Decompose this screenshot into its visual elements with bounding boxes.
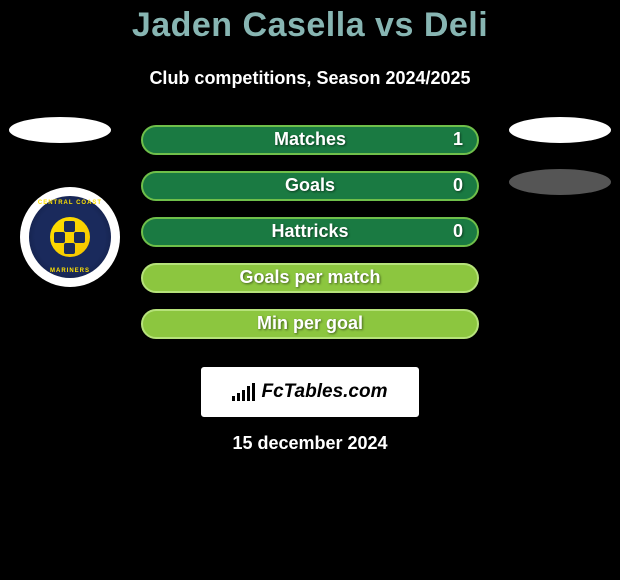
page-title: Jaden Casella vs Deli	[0, 6, 620, 45]
branding-label: FcTables.com	[261, 381, 387, 403]
stat-value-right: 1	[453, 129, 463, 150]
comparison-infographic: Jaden Casella vs Deli Club competitions,…	[0, 6, 620, 580]
stat-label: Goals	[285, 175, 335, 196]
stats-area: CENTRAL COAST MARINERS Matches1Goals0Hat…	[0, 117, 620, 347]
stat-pill: Min per goal	[141, 309, 479, 339]
chart-bars-icon	[232, 383, 255, 401]
stat-label: Goals per match	[239, 267, 380, 288]
stat-pill: Hattricks 0	[141, 217, 479, 247]
branding-box[interactable]: FcTables.com	[201, 367, 419, 417]
subtitle: Club competitions, Season 2024/2025	[0, 68, 620, 89]
stat-label: Min per goal	[257, 313, 363, 334]
date-text: 15 december 2024	[0, 433, 620, 454]
stat-rows-container: Matches 1 Goals 0 Hattricks 0 Goals per match M…	[0, 117, 620, 347]
stat-row: Goals 0	[0, 163, 620, 209]
stat-row: Matches 1	[0, 117, 620, 163]
stat-pill: Matches 1	[141, 125, 479, 155]
stat-value-right: 0	[453, 221, 463, 242]
branding-text: FcTables.com	[232, 381, 387, 403]
stat-label: Matches	[274, 129, 346, 150]
stat-label: Hattricks	[271, 221, 348, 242]
stat-row: Min per goal	[0, 301, 620, 347]
stat-value-right: 0	[453, 175, 463, 196]
stat-row: Hattricks 0	[0, 209, 620, 255]
stat-row: Goals per match	[0, 255, 620, 301]
stat-pill: Goals per match	[141, 263, 479, 293]
stat-pill: Goals 0	[141, 171, 479, 201]
